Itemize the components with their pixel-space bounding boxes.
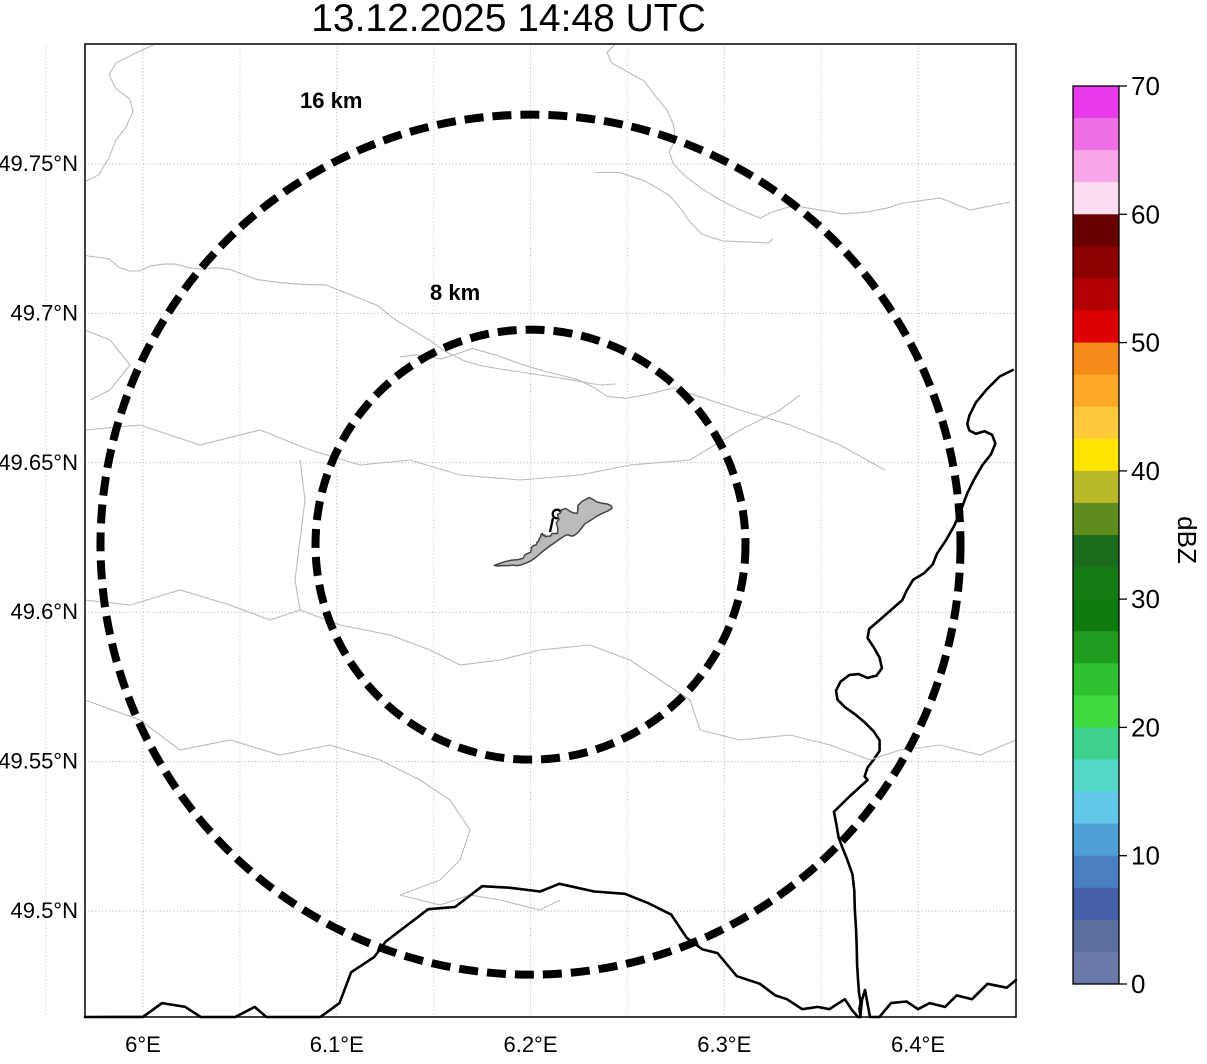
- svg-text:50: 50: [1131, 328, 1160, 358]
- svg-text:8 km: 8 km: [430, 280, 480, 305]
- svg-text:6°E: 6°E: [125, 1032, 161, 1057]
- svg-text:16 km: 16 km: [300, 88, 362, 113]
- svg-text:60: 60: [1131, 199, 1160, 229]
- svg-text:40: 40: [1131, 456, 1160, 486]
- svg-text:49.7°N: 49.7°N: [10, 300, 78, 325]
- svg-text:49.55°N: 49.55°N: [0, 749, 78, 774]
- svg-text:20: 20: [1131, 712, 1160, 742]
- svg-text:49.75°N: 49.75°N: [0, 151, 78, 176]
- svg-text:10: 10: [1131, 841, 1160, 871]
- svg-text:6.4°E: 6.4°E: [891, 1032, 945, 1057]
- svg-text:6.2°E: 6.2°E: [503, 1032, 557, 1057]
- svg-text:70: 70: [1131, 71, 1160, 101]
- svg-text:6.1°E: 6.1°E: [310, 1032, 364, 1057]
- svg-text:49.6°N: 49.6°N: [10, 599, 78, 624]
- svg-text:30: 30: [1131, 584, 1160, 614]
- svg-text:49.5°N: 49.5°N: [10, 898, 78, 923]
- svg-text:dBZ: dBZ: [1172, 516, 1202, 564]
- svg-text:0: 0: [1131, 969, 1145, 999]
- svg-text:49.65°N: 49.65°N: [0, 450, 78, 475]
- svg-text:6.3°E: 6.3°E: [697, 1032, 751, 1057]
